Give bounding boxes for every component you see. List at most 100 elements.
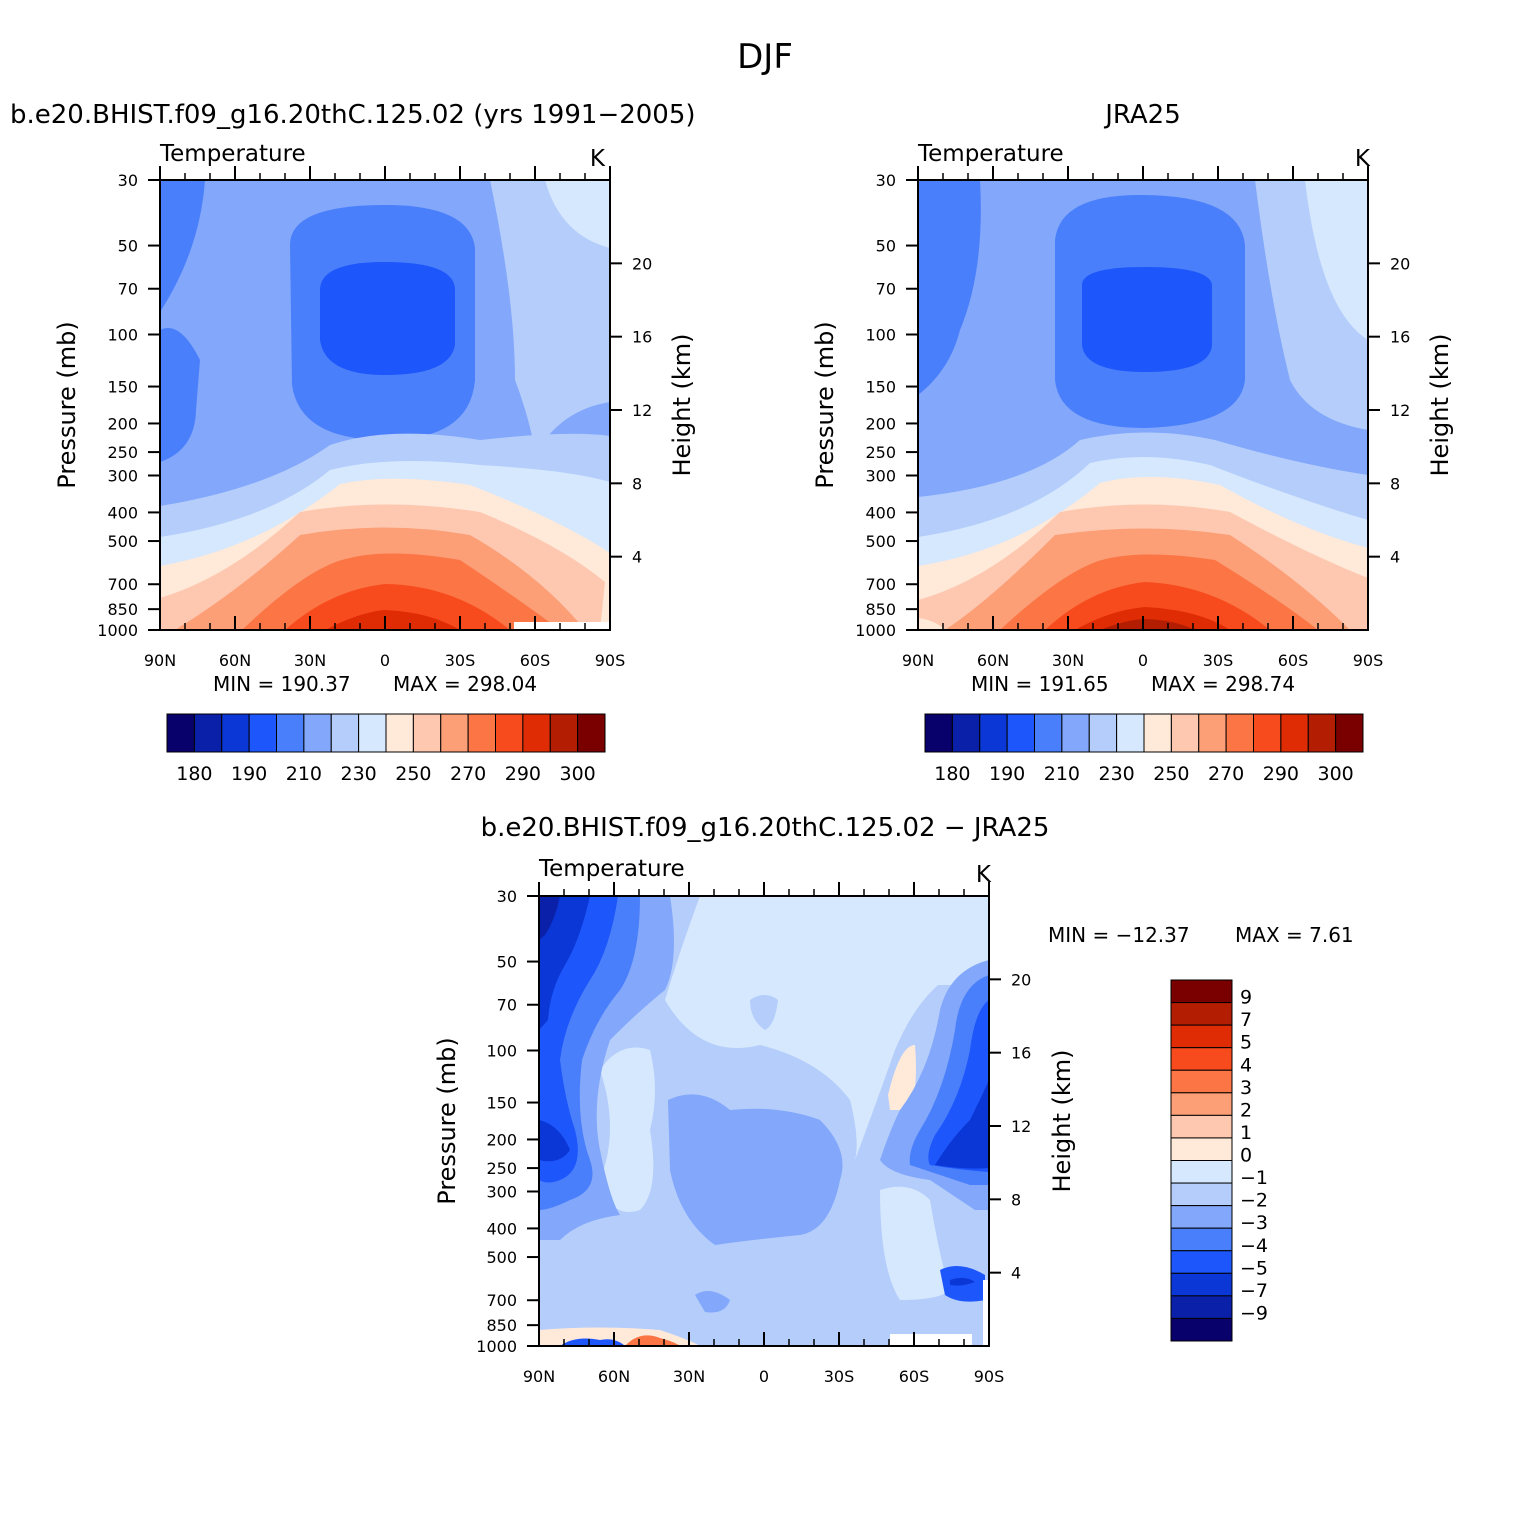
field-band	[888, 1045, 916, 1110]
y-tick-label: 300	[486, 1182, 517, 1201]
colorbar-tick-label: 1	[1240, 1122, 1252, 1144]
colorbar-swatch	[1170, 1092, 1233, 1116]
panel-difference-min: MIN = −12.37	[1048, 923, 1190, 947]
colorbar-tick-label: 250	[395, 763, 431, 785]
y2-tick-label: 8	[632, 474, 642, 493]
field-band	[890, 1334, 972, 1346]
y-tick-label: 200	[486, 1130, 517, 1149]
colorbar-swatch	[1307, 713, 1337, 753]
colorbar-swatch	[549, 713, 579, 753]
colorbar-swatch	[1170, 1205, 1233, 1229]
y-tick-label: 850	[107, 600, 138, 619]
colorbar-swatch	[467, 713, 496, 753]
colorbar-tick-label: 230	[1098, 763, 1134, 785]
y-tick-label: 100	[865, 326, 896, 345]
field-band	[160, 328, 200, 462]
x-tick-label: 90S	[595, 651, 626, 670]
colorbar-tick-label: 190	[231, 763, 267, 785]
y-tick-label: 30	[118, 171, 138, 190]
panel-observations-units: K	[1355, 146, 1371, 172]
panel-observations-field	[918, 180, 1368, 630]
colorbar-tick-label: 290	[505, 763, 541, 785]
y2-tick-label: 16	[1011, 1044, 1031, 1063]
colorbar-swatch	[1198, 713, 1227, 753]
colorbar-swatch	[1253, 713, 1282, 753]
panel-observations-max: MAX = 298.74	[1151, 672, 1295, 696]
colorbar-swatch	[1170, 1024, 1233, 1049]
colorbar-swatch	[166, 713, 195, 753]
field-band	[539, 1120, 570, 1162]
y-tick-label: 70	[118, 280, 138, 299]
y-tick-label: 850	[865, 600, 896, 619]
colorbar-tick-label: 5	[1240, 1032, 1252, 1054]
field-band	[320, 262, 455, 375]
y-tick-label: 400	[865, 503, 896, 522]
colorbar-swatch	[1170, 1295, 1233, 1319]
colorbar-swatch	[1170, 1182, 1233, 1207]
y2-tick-label: 12	[1390, 401, 1410, 420]
colorbar-tick-label: −1	[1240, 1167, 1268, 1189]
colorbar-tick-label: 180	[934, 763, 970, 785]
field-band	[665, 896, 989, 1160]
y-tick-label: 500	[865, 532, 896, 551]
y2-tick-label: 20	[1390, 254, 1410, 273]
colorbar-tick-label: 300	[559, 763, 595, 785]
field-band	[1100, 619, 1195, 630]
panel-model: b.e20.BHIST.f09_g16.20thC.125.02 (yrs 19…	[10, 100, 696, 785]
y-tick-label: 300	[865, 466, 896, 485]
colorbar-tick-label: 2	[1240, 1099, 1252, 1121]
colorbar-swatch	[1170, 1160, 1233, 1184]
x-tick-label: 60N	[598, 1367, 630, 1386]
colorbar-swatch	[1225, 713, 1254, 753]
colorbar-swatch	[1170, 1002, 1233, 1026]
y-tick-label: 30	[497, 887, 517, 906]
y-tick-label: 400	[486, 1219, 517, 1238]
x-tick-label: 0	[380, 651, 390, 670]
colorbar-swatch	[1170, 1069, 1233, 1094]
colorbar-swatch	[248, 713, 277, 753]
panel-difference-y2label: Height (km)	[1048, 1050, 1076, 1193]
colorbar-tick-label: 210	[1044, 763, 1080, 785]
colorbar-swatch	[276, 713, 305, 753]
y2-tick-label: 8	[1011, 1190, 1021, 1209]
colorbar-tick-label: −5	[1240, 1257, 1268, 1279]
y-tick-label: 250	[865, 443, 896, 462]
colorbar-tick-label: −2	[1240, 1190, 1268, 1212]
y-tick-label: 500	[486, 1248, 517, 1267]
field-band	[285, 584, 510, 630]
panel-observations-left-label: Temperature	[917, 141, 1064, 167]
field-band	[1305, 180, 1368, 340]
y-tick-label: 50	[876, 237, 896, 256]
panel-model-min: MIN = 190.37	[213, 672, 351, 696]
colorbar-tick-label: 230	[340, 763, 376, 785]
y-tick-label: 250	[486, 1159, 517, 1178]
field-band	[880, 1186, 950, 1300]
panel-difference: b.e20.BHIST.f09_g16.20thC.125.02 − JRA25…	[433, 813, 1354, 1386]
x-tick-label: 30N	[294, 651, 326, 670]
y-tick-label: 400	[107, 503, 138, 522]
x-tick-label: 90N	[144, 651, 176, 670]
y-tick-label: 150	[865, 378, 896, 397]
x-tick-label: 0	[759, 1367, 769, 1386]
panel-model-max: MAX = 298.04	[393, 672, 537, 696]
colorbar-swatch	[385, 713, 414, 753]
colorbar-swatch	[1034, 713, 1063, 753]
field-band	[918, 618, 945, 630]
field-band	[750, 995, 778, 1030]
x-tick-label: 60S	[1278, 651, 1309, 670]
colorbar-tick-label: 9	[1240, 987, 1252, 1009]
panel-model-y2label: Height (km)	[668, 334, 696, 477]
y2-tick-label: 4	[632, 548, 642, 567]
colorbar-swatch	[1170, 713, 1200, 753]
colorbar-tick-label: 180	[176, 763, 212, 785]
y-tick-label: 1000	[855, 621, 896, 640]
y-tick-label: 500	[107, 532, 138, 551]
panel-observations-colorbar: 180 190 210 230 250 270 290 300	[924, 713, 1364, 785]
panel-model-left-label: Temperature	[159, 141, 306, 167]
panel-difference-field	[539, 896, 989, 1346]
colorbar-swatch	[1170, 979, 1233, 1004]
y-tick-label: 50	[118, 237, 138, 256]
colorbar-swatch	[1170, 1272, 1233, 1297]
